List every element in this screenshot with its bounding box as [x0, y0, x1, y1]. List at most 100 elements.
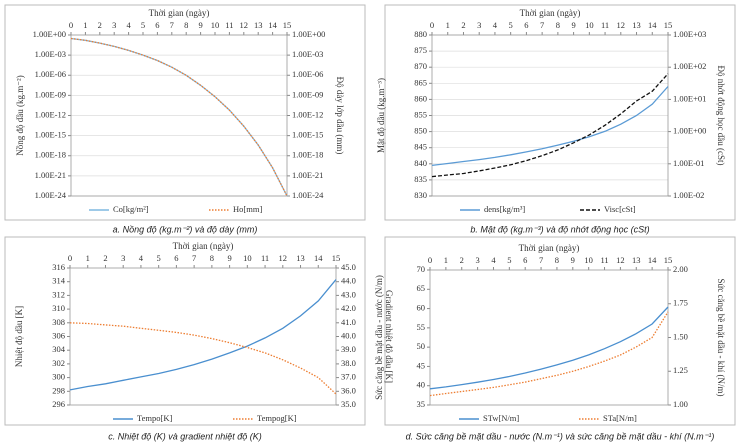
- x-tick-label: 9: [227, 253, 231, 263]
- y2-tick-label: 1.00E+00: [673, 126, 706, 136]
- panel-frame: [384, 4, 736, 221]
- caption: d. Sức căng bề mặt dầu - nước (N.m⁻¹) và…: [406, 431, 715, 441]
- y-tick-label: 1.00E-09: [35, 89, 66, 99]
- x-tick-label: 11: [261, 253, 269, 263]
- x-tick-label: 15: [283, 20, 292, 30]
- x-tick-label: 6: [524, 20, 528, 30]
- series-line: [429, 306, 669, 390]
- legend-label: Ho[mm]: [233, 204, 262, 214]
- x-tick-label: 6: [174, 253, 178, 263]
- y-tick-label: 300: [52, 372, 65, 382]
- x-axis-title: Thời gian (ngày): [173, 241, 234, 251]
- y2-tick-label: 1.00E-02: [673, 190, 704, 200]
- x-tick-label: 14: [648, 255, 657, 265]
- y2-tick-label: 2.00: [673, 264, 688, 274]
- y-axis-title: Mật độ dầu (kg.m⁻³): [376, 78, 386, 153]
- x-tick-label: 0: [430, 20, 434, 30]
- y2-tick-label: 1.00: [673, 399, 688, 409]
- x-tick-label: 2: [461, 20, 465, 30]
- x-tick-label: 1: [446, 20, 450, 30]
- x-tick-label: 4: [493, 20, 498, 30]
- series-line: [431, 73, 669, 178]
- y-tick-label: 1.00E-24: [35, 190, 67, 200]
- y-axis-title: Nồng độ dầu (kg.m⁻²): [15, 75, 25, 155]
- x-tick-label: 3: [475, 255, 479, 265]
- x-tick-label: 6: [523, 255, 527, 265]
- y2-axis-title: Độ nhớt động học dầu (cSt): [716, 66, 726, 166]
- y-tick-label: 840: [414, 158, 427, 168]
- y2-tick-label: 36.0: [341, 385, 356, 395]
- y-tick-label: 865: [414, 77, 427, 87]
- y-tick-label: 1.00E-18: [35, 150, 66, 160]
- y2-tick-label: 1.00E-09: [292, 89, 323, 99]
- legend-label: Visc[cSt]: [604, 204, 636, 214]
- x-tick-label: 0: [69, 20, 73, 30]
- y2-tick-label: 1.00E+03: [673, 29, 706, 39]
- y-tick-label: 845: [414, 142, 427, 152]
- y2-tick-label: 43.0: [341, 289, 356, 299]
- y-tick-label: 296: [52, 399, 65, 409]
- y-tick-label: 55: [417, 322, 426, 332]
- x-axis-title: Thời gian (ngày): [149, 8, 210, 18]
- x-tick-label: 8: [210, 253, 214, 263]
- x-tick-label: 8: [555, 255, 559, 265]
- series-line: [69, 279, 337, 391]
- y-tick-label: 45: [417, 360, 426, 370]
- plot-frame: [69, 267, 337, 406]
- x-tick-label: 11: [601, 20, 609, 30]
- y2-axis-title: Gradient nhiệt độ dầu [K]: [384, 290, 394, 383]
- y-tick-label: 1.00E-03: [35, 49, 66, 59]
- x-tick-label: 4: [139, 253, 144, 263]
- y-tick-label: 870: [414, 61, 427, 71]
- legend-label: Co[kg/m²]: [113, 204, 149, 214]
- y-tick-label: 298: [52, 385, 65, 395]
- caption: c. Nhiệt độ (K) và gradient nhiệt độ (K): [108, 431, 262, 441]
- x-tick-label: 13: [632, 20, 641, 30]
- y-tick-label: 308: [52, 317, 65, 327]
- plot-frame: [70, 34, 288, 197]
- x-tick-label: 3: [112, 20, 116, 30]
- x-tick-label: 2: [98, 20, 102, 30]
- x-tick-label: 8: [556, 20, 560, 30]
- y2-tick-label: 1.00E-03: [292, 49, 323, 59]
- x-tick-label: 5: [141, 20, 145, 30]
- x-tick-label: 11: [225, 20, 233, 30]
- x-tick-label: 10: [584, 255, 593, 265]
- series-line: [429, 311, 669, 397]
- y2-tick-label: 39.0: [341, 344, 356, 354]
- y-tick-label: 1.00E-15: [35, 130, 66, 140]
- y-tick-label: 35: [417, 399, 426, 409]
- y-tick-label: 830: [414, 190, 427, 200]
- y-tick-label: 316: [52, 262, 65, 272]
- y-tick-label: 306: [52, 330, 65, 340]
- x-tick-label: 15: [664, 255, 673, 265]
- caption: a. Nồng độ (kg.m⁻²) và độ dày (mm): [113, 224, 258, 234]
- x-tick-label: 0: [428, 255, 432, 265]
- y-tick-label: 1.00E-06: [35, 69, 66, 79]
- x-tick-label: 7: [170, 20, 174, 30]
- x-tick-label: 7: [539, 255, 543, 265]
- y2-tick-label: 1.00E-06: [292, 69, 323, 79]
- x-tick-label: 15: [332, 253, 341, 263]
- x-tick-label: 10: [243, 253, 252, 263]
- x-tick-label: 13: [632, 255, 641, 265]
- y2-tick-label: 1.75: [673, 298, 688, 308]
- y2-tick-label: 37.0: [341, 372, 356, 382]
- x-tick-label: 15: [664, 20, 673, 30]
- panel-frame: [4, 4, 366, 221]
- y2-tick-label: 41.0: [341, 317, 356, 327]
- y2-tick-label: 1.00E+01: [673, 93, 706, 103]
- x-tick-label: 9: [571, 255, 575, 265]
- y2-tick-label: 1.00E-21: [292, 170, 323, 180]
- x-tick-label: 10: [211, 20, 220, 30]
- plot-frame: [431, 34, 669, 197]
- x-tick-label: 9: [571, 20, 575, 30]
- y2-tick-label: 45.0: [341, 262, 356, 272]
- y-tick-label: 65: [417, 283, 426, 293]
- y-tick-label: 304: [52, 344, 66, 354]
- y-tick-label: 50: [417, 341, 426, 351]
- x-tick-label: 13: [254, 20, 263, 30]
- x-tick-label: 5: [509, 20, 513, 30]
- y-tick-label: 860: [414, 93, 427, 103]
